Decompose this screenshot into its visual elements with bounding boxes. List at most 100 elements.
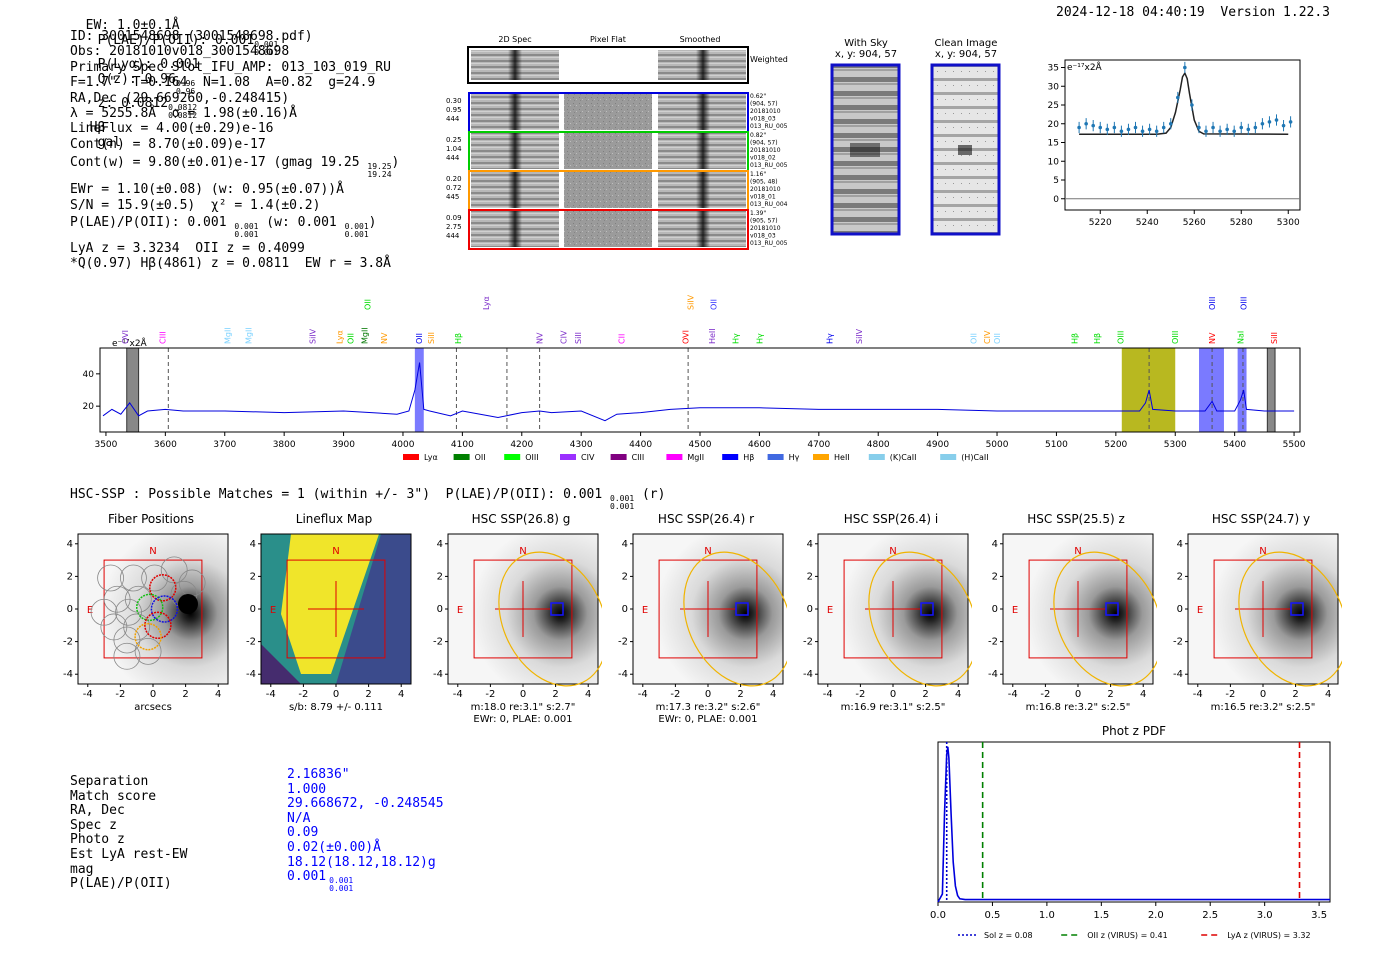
svg-text:LyA z (VIRUS) = 3.32: LyA z (VIRUS) = 3.32 — [1227, 931, 1310, 940]
hsc-y-tick: 4 — [992, 539, 998, 550]
info-radec: RA,Dec (29.669260,-0.248415) — [70, 90, 290, 106]
hsc-y-tick: -4 — [803, 669, 813, 680]
spectrum-line-label: Hβ — [454, 333, 463, 344]
hsc-x-tick: 0 — [705, 689, 711, 700]
photz-legend-item: Sol z = 0.08 — [958, 931, 1033, 940]
east-label: E — [1197, 605, 1203, 616]
spectrum-x-tick: 4900 — [926, 440, 949, 450]
svg-text:CIII: CIII — [632, 453, 645, 462]
spectrum-x-tick: 4300 — [570, 440, 593, 450]
spectrum-x-tick: 5300 — [1164, 440, 1187, 450]
zoom-data-point — [1154, 125, 1159, 137]
full-spectrum-chart: 20 40 3500 3600 3700 3800 3900 4000 4100 4200 4300… — [83, 294, 1306, 462]
hsc-y-tick: 2 — [1177, 571, 1183, 582]
zoom-data-point — [1105, 123, 1110, 135]
fiber-circle — [113, 626, 141, 654]
hsc-x-tick: -2 — [1225, 689, 1235, 700]
spectrum-line-label: SiII — [1270, 332, 1279, 344]
hsc-y-tick: -4 — [988, 669, 998, 680]
cutout-stat: 445 — [446, 193, 459, 201]
hsc-x-tick: -4 — [1193, 689, 1203, 700]
hsc-panel: HSC SSP(26.4) r N E -4 -4 -2 -2 0 0 2 2 4 4 m:17.3 re… — [615, 512, 787, 727]
spectrum-line-label: OII — [363, 299, 372, 310]
info-obs: Obs: 20181010v018_3001548698 — [70, 44, 290, 60]
hsc-y-tick: 0 — [1177, 604, 1183, 615]
header-datetime: 2024-12-18 04:40:19 — [1056, 5, 1205, 20]
hsc-y-tick: 4 — [1177, 539, 1183, 550]
fiber-circle — [123, 613, 151, 641]
photz-chart: 0.0 0.5 1.0 1.5 2.0 2.5 3.0 3.5 Sol z = 0.08 OII … — [930, 741, 1331, 940]
match-value: 29.668672, -0.248545 — [287, 796, 444, 812]
spectrum-x-tick: 4000 — [392, 440, 415, 450]
spectrum-y-tick: 40 — [83, 370, 95, 380]
cutout-meta: (904, 57) — [750, 101, 778, 108]
hsc-caption: arcsecs — [134, 702, 172, 713]
hsc-x-tick: -2 — [485, 689, 495, 700]
hsc-y-tick: 2 — [437, 571, 443, 582]
cutout-meta: (905, 48) — [750, 179, 778, 186]
hsc-x-tick: 4 — [215, 689, 221, 700]
zoom-y-tick: 35 — [1048, 64, 1059, 74]
hsc-panel-title: HSC SSP(26.8) g — [471, 512, 571, 526]
fiber-circle — [120, 564, 147, 592]
match-label: Separation — [70, 774, 149, 789]
spectrum-line-label: OVI — [121, 330, 130, 344]
hsc-panel-title: HSC SSP(26.4) i — [843, 512, 939, 526]
fiber-circle — [134, 622, 162, 651]
hsc-y-tick: 0 — [992, 604, 998, 615]
match-label: RA, Dec — [70, 803, 125, 819]
svg-text:HeII: HeII — [834, 453, 850, 462]
hsc-x-tick: 4 — [1325, 689, 1331, 700]
fiber-circle — [97, 564, 125, 592]
svg-text:OII: OII — [475, 453, 486, 462]
zoom-y-tick: 20 — [1048, 120, 1060, 130]
zoom-y-tick: 10 — [1048, 157, 1060, 167]
cutout-meta: 0.82" — [750, 132, 766, 139]
zoom-unit: e⁻¹⁷x2Å — [1067, 61, 1103, 73]
photz-x-tick: 2.5 — [1202, 910, 1218, 921]
fiber-circle — [134, 637, 162, 665]
hsc-y-tick: 4 — [67, 539, 73, 550]
info-contw: Cont(w) = 9.80(±0.01)e-17 (gmag 19.25 19… — [70, 155, 400, 180]
zoom-data-point — [1168, 118, 1173, 130]
zoom-data-point — [1098, 121, 1103, 134]
spectrum-line-label: OII — [415, 333, 424, 344]
spectrum-x-tick: 5000 — [986, 440, 1009, 450]
zoom-data-point — [1281, 120, 1286, 132]
spectrum-line — [102, 362, 1295, 422]
hsc-x-tick: -2 — [670, 689, 680, 700]
hsc-y-tick: 2 — [250, 571, 256, 582]
spectrum-x-tick: 4600 — [748, 440, 771, 450]
header-z-hi: 0.0812 — [168, 103, 198, 112]
hsc-y-tick: 0 — [437, 604, 443, 615]
match-value: 0.09 — [287, 825, 319, 841]
spectrum-highlight — [414, 348, 424, 432]
zoom-data-point — [1239, 121, 1244, 134]
spectrum-legend-item: MgII — [666, 453, 704, 462]
match-value: 0.02(±0.00)Å — [287, 839, 381, 855]
cutout-stat: 0.20 — [446, 175, 462, 183]
hsc-y-tick: 0 — [622, 604, 628, 615]
info-plae: P(LAE)/P(OII): 0.001 0.001 0.001 (w: 0.00… — [70, 215, 377, 240]
cutout-meta: 1.39" — [750, 210, 766, 217]
photz-x-tick: 1.5 — [1093, 910, 1109, 921]
aperture-ellipse — [498, 551, 602, 687]
zoom-y-tick: 25 — [1048, 101, 1059, 111]
svg-text:Lyα: Lyα — [424, 453, 438, 462]
hsc-caption-2: EWr: 0, PLAE: 0.001 — [473, 714, 572, 725]
hsc-x-tick: -4 — [1008, 689, 1018, 700]
info-f: F=1.7" T=0.164 N=1.08 A=0.82 g=24.9 — [70, 75, 376, 91]
cutout-meta: 0.62" — [750, 93, 766, 100]
spectrum-line-label: SiIV — [686, 294, 695, 310]
cutout-meta: v018_03 — [750, 116, 776, 123]
spectrum-line-label: SiII — [574, 332, 583, 344]
spectrum-line-label: MgII — [224, 327, 233, 344]
hsc-y-tick: -2 — [1173, 637, 1183, 648]
hsc-x-tick: 2 — [1292, 689, 1298, 700]
spectrum-x-tick: 5200 — [1104, 440, 1127, 450]
info-sn: S/N = 15.9(±0.5) χ² = 1.4(±0.2) — [70, 197, 321, 213]
spectrum-x-tick: 5500 — [1283, 440, 1306, 450]
col-2d-label: 2D Spec — [498, 35, 531, 44]
